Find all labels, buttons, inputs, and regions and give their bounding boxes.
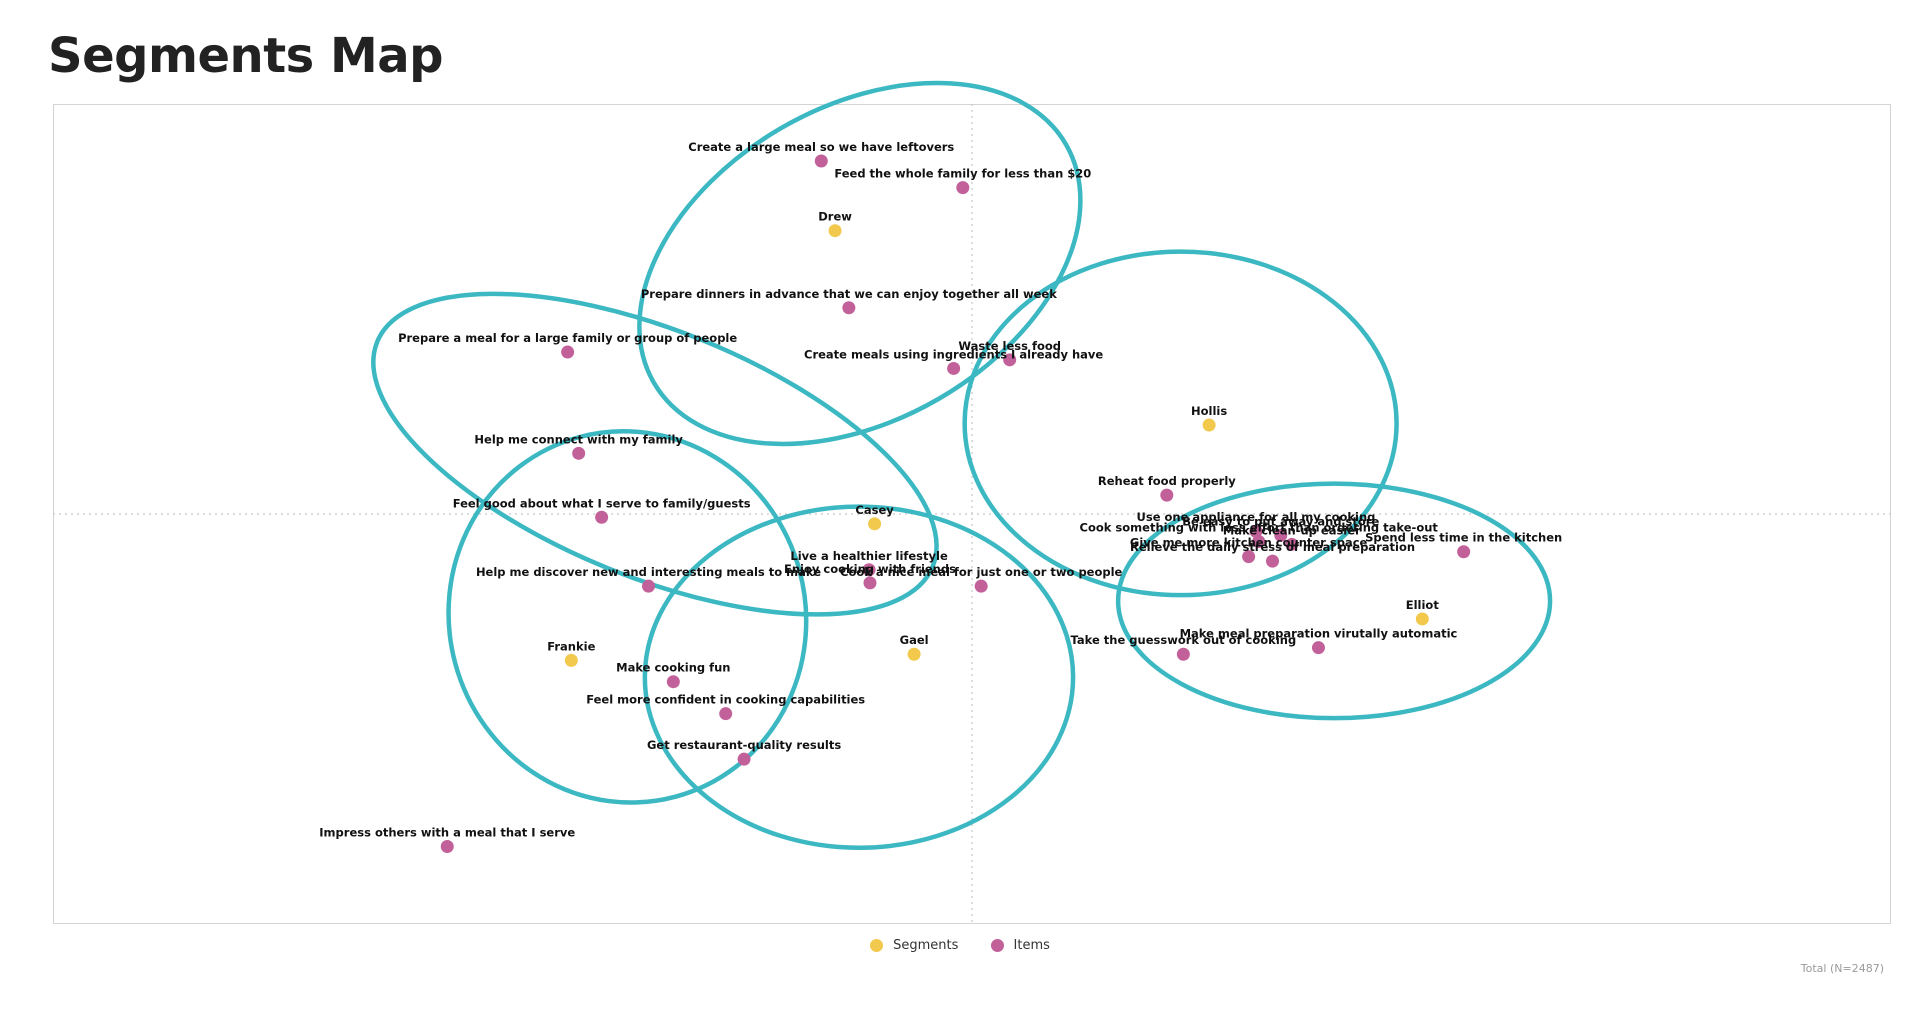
item-label: Get restaurant-quality results bbox=[647, 738, 841, 752]
total-footnote: Total (N=2487) bbox=[1800, 962, 1884, 975]
item-label: Make cooking fun bbox=[616, 661, 730, 675]
item-point[interactable] bbox=[974, 579, 988, 593]
item-label: Enjoy cooking with friends bbox=[784, 562, 956, 576]
segment-dot-icon bbox=[870, 939, 884, 952]
item-label: Relieve the daily stress of meal prepara… bbox=[1130, 540, 1415, 554]
segment-point[interactable] bbox=[1415, 612, 1429, 626]
legend-item-segments[interactable]: Segments bbox=[870, 938, 958, 953]
item-label: Feel good about what I serve to family/g… bbox=[453, 496, 751, 510]
item-label: Help me discover new and interesting mea… bbox=[476, 565, 821, 579]
item-point[interactable] bbox=[1003, 353, 1017, 367]
item-label: Make meal preparation virutally automati… bbox=[1180, 627, 1458, 641]
item-label: Waste less food bbox=[958, 339, 1061, 353]
item-point[interactable] bbox=[561, 345, 575, 359]
item-label: Create a large meal so we have leftovers bbox=[688, 140, 954, 154]
item-point[interactable] bbox=[956, 181, 970, 195]
item-label: Prepare a meal for a large family or gro… bbox=[398, 331, 737, 345]
item-point[interactable] bbox=[1249, 524, 1263, 538]
item-label: Create meals using ingredients I already… bbox=[804, 347, 1103, 361]
segment-label: Frankie bbox=[547, 639, 595, 653]
item-point[interactable] bbox=[1457, 545, 1471, 559]
item-point[interactable] bbox=[719, 707, 733, 721]
segment-label: Casey bbox=[855, 503, 894, 517]
item-point[interactable] bbox=[737, 752, 751, 766]
item-point[interactable] bbox=[1274, 528, 1288, 542]
item-label: Impress others with a meal that I serve bbox=[319, 826, 575, 840]
item-point[interactable] bbox=[642, 579, 656, 593]
item-point[interactable] bbox=[842, 301, 856, 315]
item-point[interactable] bbox=[1285, 537, 1299, 551]
segment-point[interactable] bbox=[1202, 418, 1216, 432]
item-point[interactable] bbox=[1176, 647, 1190, 661]
legend: Segments Items bbox=[0, 938, 1920, 956]
cluster-layer bbox=[371, 80, 1553, 850]
item-point[interactable] bbox=[814, 154, 828, 168]
item-point[interactable] bbox=[1266, 554, 1280, 568]
item-dot-icon bbox=[990, 939, 1004, 952]
item-point[interactable] bbox=[947, 361, 961, 375]
legend-label-segments: Segments bbox=[893, 938, 959, 953]
item-point[interactable] bbox=[1252, 534, 1266, 548]
item-label: Prepare dinners in advance that we can e… bbox=[641, 287, 1057, 301]
item-label: Spend less time in the kitchen bbox=[1365, 531, 1562, 545]
cluster-ellipse-4 bbox=[1115, 481, 1553, 721]
item-label: Feel more confident in cooking capabilit… bbox=[586, 693, 865, 707]
segment-label: Gael bbox=[900, 633, 929, 647]
item-label: Take the guesswork out of cooking bbox=[1071, 633, 1297, 647]
axes-layer bbox=[53, 104, 1891, 924]
item-point[interactable] bbox=[863, 576, 877, 590]
legend-item-items[interactable]: Items bbox=[990, 938, 1050, 953]
item-label: Live a healthier lifestyle bbox=[790, 549, 948, 563]
item-point[interactable] bbox=[1160, 488, 1174, 502]
item-label: Reheat food properly bbox=[1098, 474, 1236, 488]
segment-label: Hollis bbox=[1191, 404, 1227, 418]
item-point[interactable] bbox=[440, 840, 454, 854]
cluster-ellipse-1 bbox=[637, 80, 1083, 447]
item-point[interactable] bbox=[572, 446, 586, 460]
cluster-ellipse-3 bbox=[962, 249, 1399, 598]
item-label: Be easy to put away and store bbox=[1182, 514, 1379, 528]
segment-point[interactable] bbox=[828, 224, 842, 238]
segment-point[interactable] bbox=[564, 653, 578, 667]
segment-point[interactable] bbox=[907, 647, 921, 661]
cluster-ellipse-5 bbox=[446, 429, 809, 805]
legend-label-items: Items bbox=[1013, 938, 1050, 953]
item-label: Help me connect with my family bbox=[474, 432, 683, 446]
item-point[interactable] bbox=[1242, 550, 1256, 564]
item-label: Cook a nice meal for just one or two peo… bbox=[840, 565, 1123, 579]
segment-point[interactable] bbox=[868, 517, 882, 531]
segment-label: Drew bbox=[818, 210, 852, 224]
point-layer bbox=[440, 154, 1471, 854]
item-label: Cook something with less effort than ord… bbox=[1080, 520, 1439, 534]
item-label: Give me more kitchen counter space bbox=[1130, 536, 1368, 550]
label-layer: Drew Hollis Casey Gael Elliot Frankie Create a… bbox=[319, 140, 1562, 840]
segment-label: Elliot bbox=[1406, 598, 1440, 612]
item-label: Feed the whole family for less than $20 bbox=[834, 167, 1091, 181]
item-label: Make clean-up easier bbox=[1223, 523, 1361, 537]
item-label: Use one appliance for all my cooking bbox=[1137, 510, 1376, 524]
item-point[interactable] bbox=[862, 563, 876, 577]
item-point[interactable] bbox=[1311, 641, 1325, 655]
cluster-ellipse-2 bbox=[371, 291, 939, 617]
cluster-ellipse-6 bbox=[642, 504, 1076, 850]
item-point[interactable] bbox=[595, 510, 609, 524]
item-point[interactable] bbox=[666, 675, 680, 689]
page-title: Segments Map bbox=[48, 28, 443, 84]
